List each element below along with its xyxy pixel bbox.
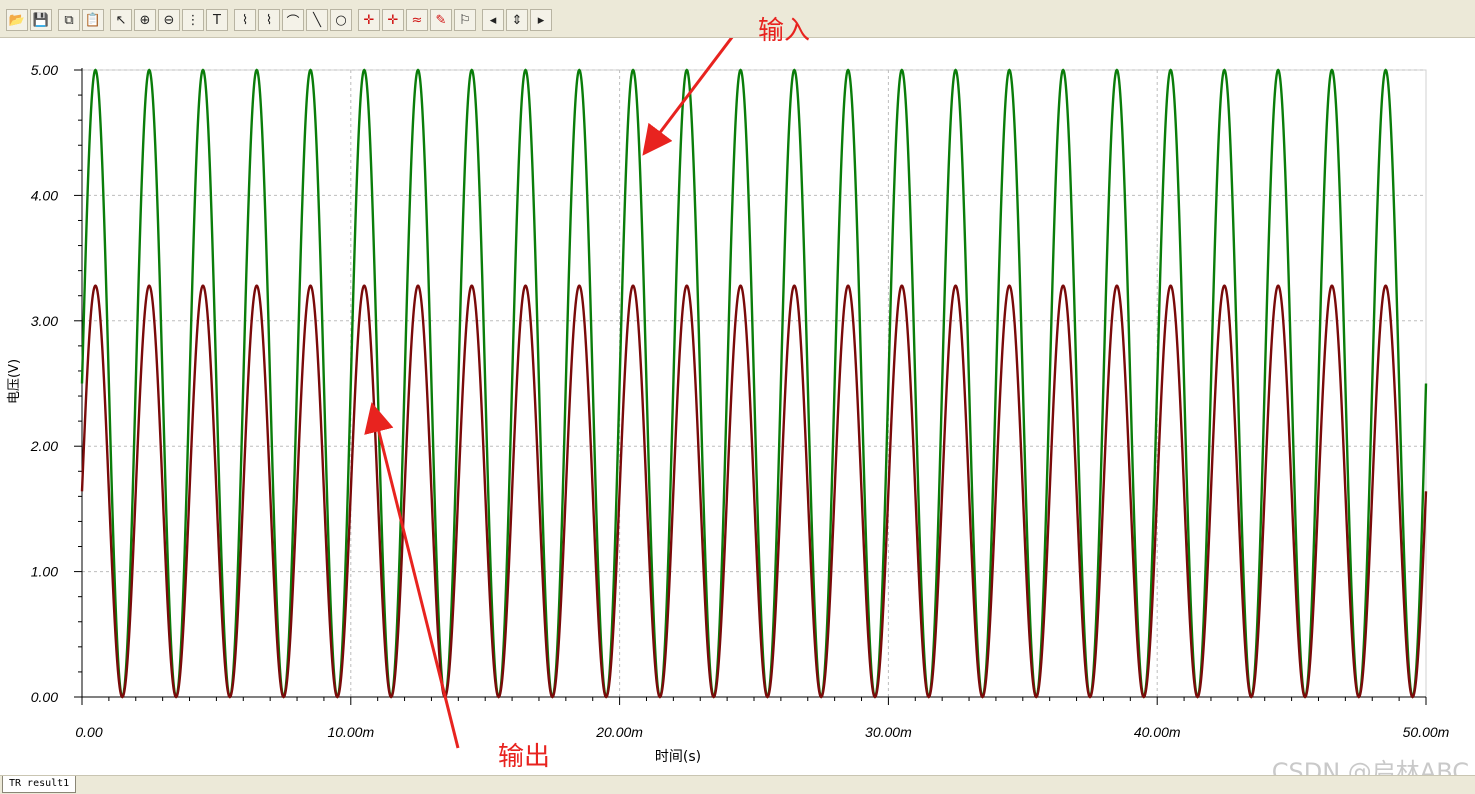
line-tool-icon[interactable]: ╲ — [306, 9, 328, 31]
result-tabbar: TR result1 — [0, 775, 1475, 794]
output-series-line — [80, 284, 1428, 699]
x-tick-label: 10.00m — [327, 724, 374, 740]
x-tick-label: 0.00 — [75, 724, 102, 740]
y-tick-label: 0.00 — [31, 689, 58, 705]
cursor-a-icon[interactable]: ✛ — [358, 9, 380, 31]
waveform-icon[interactable]: ≈ — [406, 9, 428, 31]
zoom-100-icon[interactable]: ⊖ — [158, 9, 180, 31]
x-tick-label: 20.00m — [595, 724, 643, 740]
curve-tool-1-icon[interactable]: ⌇ — [234, 9, 256, 31]
text-tool-icon[interactable]: T — [206, 9, 228, 31]
y-tick-label: 1.00 — [31, 564, 58, 580]
output-annotation-label: 输出 — [498, 742, 551, 772]
x-tick-label: 40.00m — [1134, 724, 1181, 740]
arrow-left-icon[interactable]: ◂ — [482, 9, 504, 31]
y-tick-label: 5.00 — [31, 62, 58, 78]
copy-icon[interactable]: ⧉ — [58, 9, 80, 31]
probe-icon[interactable]: ✎ — [430, 9, 452, 31]
x-axis-label: 时间(s) — [655, 749, 701, 765]
waveform-chart: 0.00 10.00m 20.00m 30.00m 40.00m 50.00m 0.00 1.… — [7, 38, 1450, 765]
flag-icon[interactable]: ⚐ — [454, 9, 476, 31]
arrow-updown-icon[interactable]: ⇕ — [506, 9, 528, 31]
arrow-right-icon[interactable]: ▸ — [530, 9, 552, 31]
tab-tr-result1[interactable]: TR result1 — [2, 776, 77, 793]
save-icon[interactable]: 💾 — [30, 9, 52, 31]
y-tick-label: 2.00 — [30, 438, 58, 454]
toolbar: 📂 💾 ⧉ 📋 ↖ ⊕ ⊖ ⋮ T ⌇ ⌇ ⌒ ╲ ○ ✛ ✛ ≈ ✎ ⚐ ◂ ⇕ ▸ — [0, 0, 1475, 38]
x-tick-label: 30.00m — [865, 724, 912, 740]
curve-tool-3-icon[interactable]: ⌒ — [282, 9, 304, 31]
circle-tool-icon[interactable]: ○ — [330, 9, 352, 31]
curve-tool-2-icon[interactable]: ⌇ — [258, 9, 280, 31]
x-tick-label: 50.00m — [1403, 724, 1450, 740]
y-tick-label: 3.00 — [31, 313, 58, 329]
pointer-icon[interactable]: ↖ — [110, 9, 132, 31]
input-annotation-label: 输入 — [758, 16, 811, 46]
open-folder-icon[interactable]: 📂 — [6, 9, 28, 31]
y-tick-label: 4.00 — [31, 187, 58, 203]
cursor-b-icon[interactable]: ✛ — [382, 9, 404, 31]
paste-icon[interactable]: 📋 — [82, 9, 104, 31]
toolbar-buttons: 📂 💾 ⧉ 📋 ↖ ⊕ ⊖ ⋮ T ⌇ ⌇ ⌒ ╲ ○ ✛ ✛ ≈ ✎ ⚐ ◂ ⇕ ▸ — [6, 9, 554, 31]
zoom-in-icon[interactable]: ⊕ — [134, 9, 156, 31]
input-annotation-arrow — [642, 38, 734, 156]
grid-icon[interactable]: ⋮ — [182, 9, 204, 31]
output-annotation-arrow — [364, 402, 460, 749]
y-axis-label: 电压(V) — [7, 359, 22, 404]
